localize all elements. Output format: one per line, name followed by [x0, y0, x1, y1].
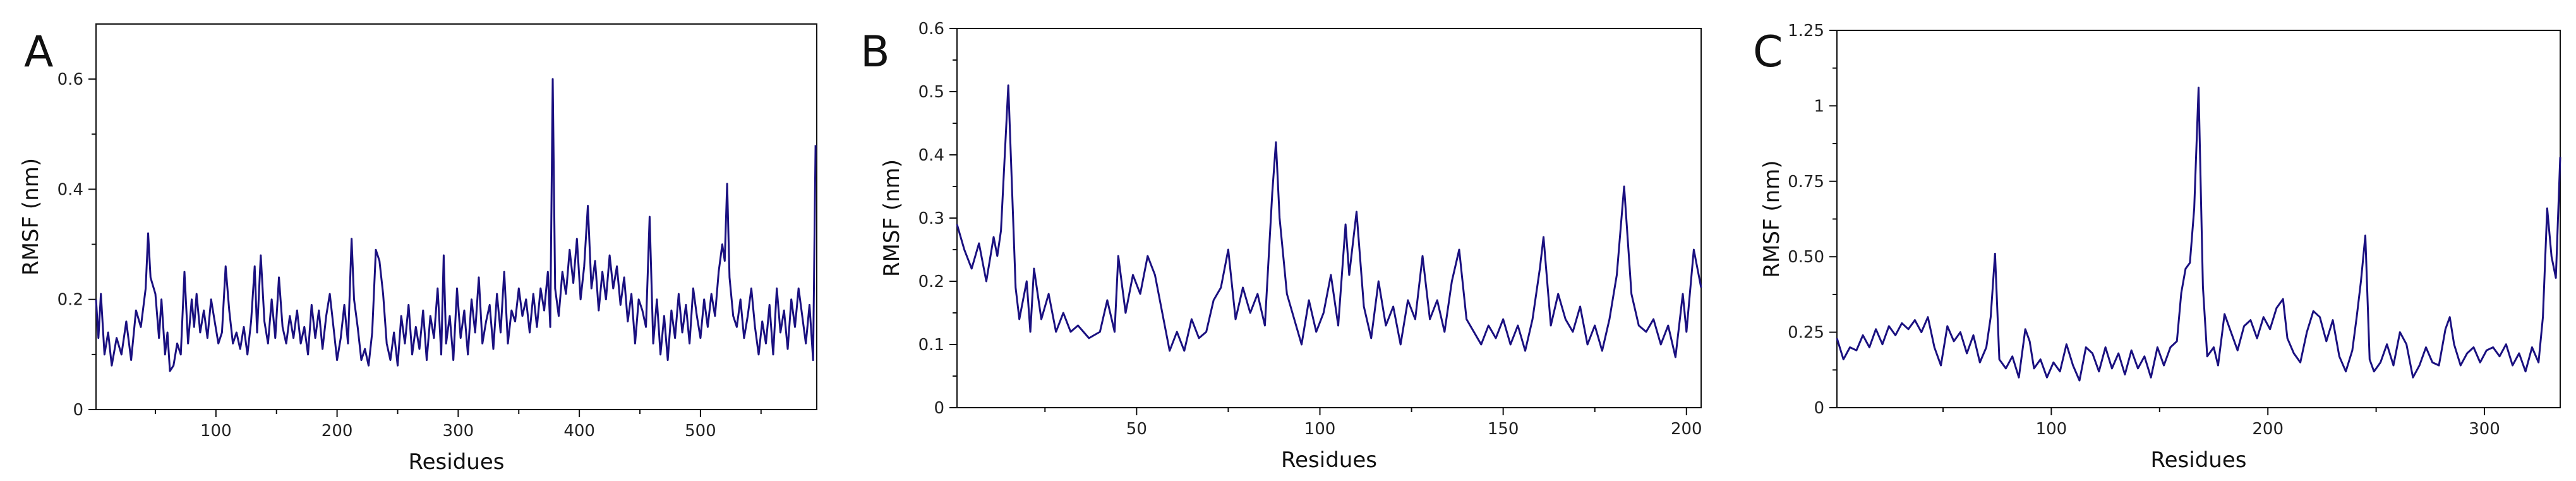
y-tick-label: 0	[73, 401, 83, 420]
y-tick-label: 0.25	[1788, 324, 1824, 343]
chart-panel-c: C 100 200 300 0 0.25 0.50 0.75 1 1.25 Residues RMSF…	[1753, 21, 2561, 473]
panel-letter: A	[24, 27, 54, 77]
panel-letter: B	[860, 27, 890, 77]
x-tick-label: 100	[2036, 420, 2067, 439]
x-tick-label: 50	[1126, 420, 1147, 439]
rmsf-series-line	[1836, 87, 2561, 382]
x-tick-label: 100	[1304, 420, 1336, 439]
y-tick-label: 0	[1814, 399, 1824, 418]
x-tick-label: 200	[2252, 420, 2284, 439]
x-tick-label: 200	[1671, 420, 1702, 439]
y-axis-label: RMSF (nm)	[18, 158, 44, 276]
y-tick-label: 0.6	[918, 20, 944, 39]
x-tick-label: 300	[443, 422, 474, 441]
y-tick-label: 0.4	[57, 180, 83, 199]
y-tick-label: 0.2	[57, 291, 83, 310]
plot-frame	[95, 23, 817, 410]
y-tick-label: 1.25	[1788, 21, 1824, 40]
panel-letter: C	[1753, 27, 1783, 77]
y-axis-label: RMSF (nm)	[1759, 160, 1785, 277]
chart-panel-b: B 50 100 150 200 0 0.1 0.2 0.3 0.4 0.5 0.6 Residues R…	[860, 20, 1702, 473]
y-axis-label: RMSF (nm)	[879, 159, 905, 277]
x-tick-label: 100	[200, 422, 232, 441]
y-tick-label: 0.50	[1788, 248, 1824, 267]
y-tick-label: 0	[934, 399, 944, 418]
x-axis-label: Residues	[409, 449, 505, 475]
y-tick-label: 0.6	[57, 70, 83, 89]
y-tick-label: 0.1	[918, 336, 944, 355]
rmsf-series-line	[956, 84, 1702, 358]
rmsf-series-line	[95, 78, 817, 372]
x-tick-label: 300	[2469, 420, 2500, 439]
plot-frame	[956, 28, 1702, 408]
x-tick-label: 150	[1488, 420, 1519, 439]
y-tick-label: 1	[1814, 97, 1824, 116]
x-tick-label: 200	[322, 422, 353, 441]
y-tick-label: 0.5	[918, 83, 944, 102]
x-tick-label: 400	[563, 422, 595, 441]
x-axis-label: Residues	[2151, 448, 2247, 473]
y-tick-label: 0.3	[918, 209, 944, 228]
y-tick-label: 0.75	[1788, 173, 1824, 192]
x-axis-label: Residues	[1281, 448, 1377, 473]
y-tick-label: 0.4	[918, 146, 944, 165]
chart-panel-a: A 100 200 300 400 500 0 0.2 0.4 0.6 Residues RMSF (…	[18, 23, 817, 475]
x-tick-label: 500	[685, 422, 716, 441]
y-tick-label: 0.2	[918, 272, 944, 291]
